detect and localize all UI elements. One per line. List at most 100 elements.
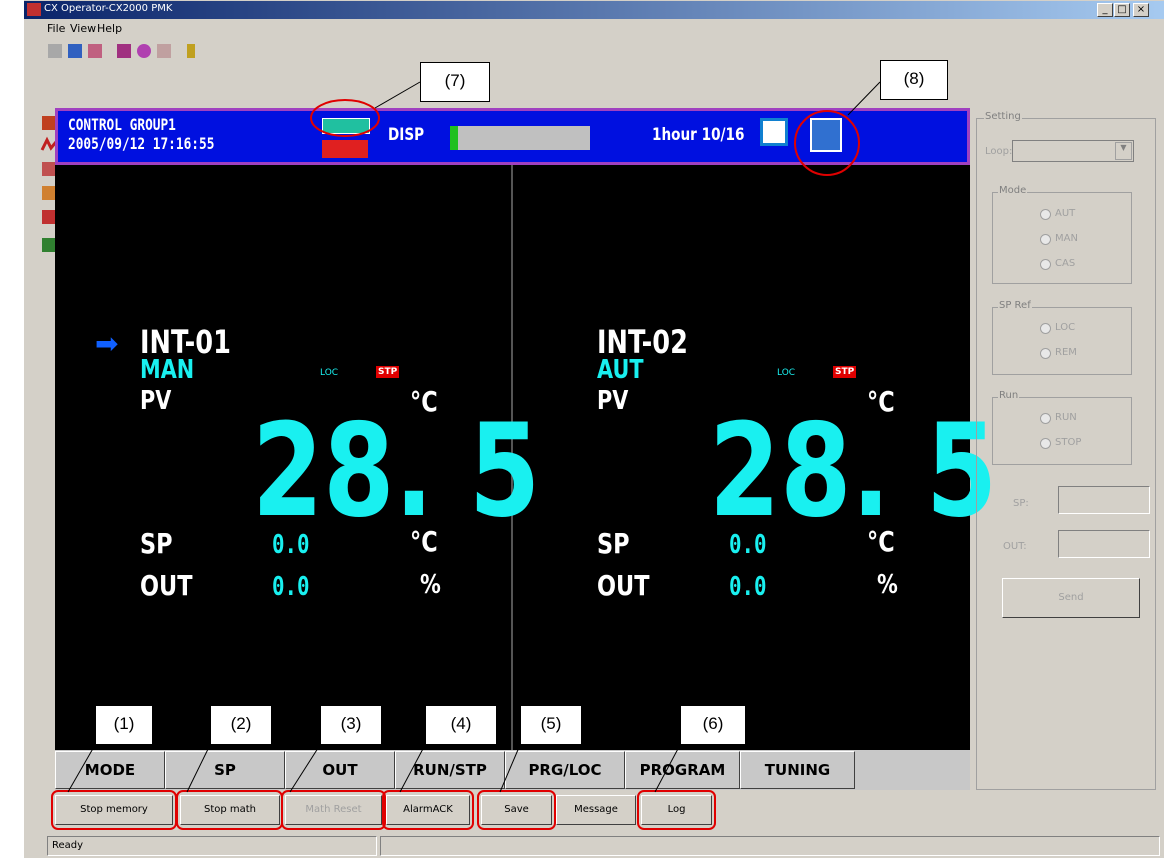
loop-label: Loop:: [985, 146, 1013, 157]
radio-label: MAN: [1055, 233, 1078, 244]
annotation-label: (8): [880, 60, 948, 100]
button[interactable]: Save: [481, 795, 552, 825]
run-group: [992, 397, 1132, 465]
radio-label: CAS: [1055, 258, 1076, 269]
button[interactable]: Log: [641, 795, 712, 825]
radio-label: LOC: [1055, 322, 1076, 333]
sp-value: 0.0: [729, 530, 767, 560]
tab[interactable]: MODE: [55, 751, 165, 789]
radio[interactable]: [1040, 438, 1051, 449]
radio-label: AUT: [1055, 208, 1076, 219]
status-text: Ready: [52, 840, 84, 851]
tool-icon[interactable]: [40, 136, 58, 151]
menu-view[interactable]: View: [70, 22, 97, 35]
tool-icon[interactable]: [137, 44, 151, 58]
tool-icon[interactable]: [117, 44, 131, 58]
run-title: Run: [998, 390, 1020, 401]
memory-icon[interactable]: [322, 118, 370, 134]
loop-name: INT-01: [140, 323, 231, 361]
out-input[interactable]: [1058, 530, 1150, 558]
maximize[interactable]: □: [1114, 3, 1130, 17]
tab[interactable]: PROGRAM: [625, 751, 740, 789]
pv-label: PV: [597, 386, 629, 416]
tab[interactable]: SP: [165, 751, 285, 789]
selected-arrow: ➡: [95, 327, 119, 360]
time-scale: 1hour 10/16: [652, 125, 745, 145]
tab[interactable]: OUT: [285, 751, 395, 789]
mode-group: [992, 192, 1132, 284]
radio[interactable]: [1040, 323, 1051, 334]
window-title: CX Operator-CX2000 PMK: [44, 3, 173, 14]
button[interactable]: Message: [556, 795, 636, 825]
sp-input[interactable]: [1058, 486, 1150, 514]
loc-indicator: LOC: [777, 368, 796, 378]
tab[interactable]: RUN/STP: [395, 751, 505, 789]
group-name: CONTROL GROUP1: [68, 115, 176, 134]
tool-icon[interactable]: [88, 44, 102, 58]
radio-label: REM: [1055, 347, 1077, 358]
button[interactable]: Stop memory: [55, 795, 173, 825]
pv-label: PV: [140, 386, 172, 416]
tool-icon[interactable]: [42, 238, 56, 252]
math-icon[interactable]: [810, 118, 842, 152]
annotation-label: (2): [210, 705, 272, 745]
date-time: 2005/09/12 17:16:55: [68, 134, 215, 153]
tool-icon[interactable]: [157, 44, 171, 58]
setting-title: Setting: [984, 111, 1022, 122]
out-label: OUT: [597, 569, 650, 602]
radio-label: STOP: [1055, 437, 1082, 448]
annotation-label: (6): [680, 705, 746, 745]
tool-icon[interactable]: [42, 116, 56, 130]
tool-icon[interactable]: [42, 186, 56, 200]
loop-mode: AUT: [597, 355, 644, 385]
tool-icon[interactable]: [187, 44, 195, 58]
minimize[interactable]: _: [1097, 3, 1113, 17]
menu-help[interactable]: Help: [97, 22, 123, 35]
spref-title: SP Ref: [998, 300, 1032, 311]
out-value: 0.0: [729, 572, 767, 602]
annotation-label: (1): [95, 705, 153, 745]
annotation-label: (4): [425, 705, 497, 745]
radio[interactable]: [1040, 234, 1051, 245]
pv-value: 28. 5: [709, 397, 998, 546]
tool-icon[interactable]: [48, 44, 62, 58]
annotation-label: (3): [320, 705, 382, 745]
pv-unit: °C: [867, 385, 895, 418]
button[interactable]: AlarmACK: [386, 795, 470, 825]
sp-unit: °C: [867, 525, 895, 558]
menu-file[interactable]: File: [47, 22, 66, 35]
close[interactable]: ×: [1133, 3, 1149, 17]
out-label: OUT: [140, 569, 193, 602]
tab[interactable]: PRG/LOC: [505, 751, 625, 789]
button[interactable]: Math Reset: [285, 795, 382, 825]
stp-indicator: STP: [833, 366, 857, 378]
pv-unit: °C: [410, 385, 438, 418]
snapshot-icon[interactable]: [760, 118, 788, 146]
sp-unit: °C: [410, 525, 438, 558]
radio[interactable]: [1040, 348, 1051, 359]
loop-name: INT-02: [597, 323, 688, 361]
mode-title: Mode: [998, 185, 1028, 196]
tool-icon[interactable]: [42, 210, 56, 224]
loop-mode: MAN: [140, 355, 195, 385]
radio[interactable]: [1040, 259, 1051, 270]
radio-label: RUN: [1055, 412, 1077, 423]
app-icon: [27, 3, 41, 16]
send-button[interactable]: Send: [1002, 578, 1140, 618]
tool-icon[interactable]: [42, 162, 56, 176]
loc-indicator: LOC: [320, 368, 339, 378]
tool-icon[interactable]: [68, 44, 82, 58]
out-value: 0.0: [272, 572, 310, 602]
stp-indicator: STP: [376, 366, 400, 378]
tab[interactable]: TUNING: [740, 751, 855, 789]
annotation-label: (5): [520, 705, 582, 745]
status-pane: [47, 836, 377, 856]
radio[interactable]: [1040, 413, 1051, 424]
spref-group: [992, 307, 1132, 375]
sp-label: SP:: [1013, 498, 1029, 509]
radio[interactable]: [1040, 209, 1051, 220]
progress-bar: [450, 126, 590, 150]
button[interactable]: Stop math: [180, 795, 280, 825]
loop-combo[interactable]: ▼: [1012, 140, 1134, 162]
out-label: OUT:: [1003, 541, 1027, 552]
